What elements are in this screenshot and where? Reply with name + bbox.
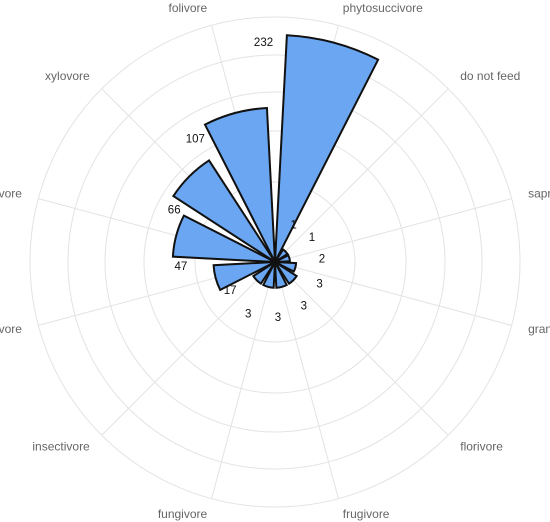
value-label: 47 [175,261,188,273]
category-label: radicivore [0,322,22,336]
category-label: nectarivore [0,186,22,200]
bar-insectivore [251,261,276,286]
category-label: xylovore [45,69,90,83]
category-label: do not feed [460,69,520,83]
category-label: granivore [528,322,550,336]
value-label: 232 [254,37,273,49]
category-label: phytosuccivore [343,1,423,15]
bar-phytosuccivore [274,34,380,263]
grid-spoke [274,261,512,326]
grid-spoke [274,261,449,436]
category-label: insectivore [32,439,90,453]
value-label: 66 [168,205,181,217]
bar-nectarivore [171,214,276,263]
grid-spoke [211,261,276,499]
bar-xylovore [172,159,276,263]
bar-florivore [274,261,299,286]
bar-radicivore [212,261,276,292]
bar-saprovore [274,253,291,263]
bar-folivore [203,106,276,263]
category-label: folivore [169,1,208,15]
value-label: 3 [301,300,307,312]
grid-spoke [274,198,512,263]
grid-ring [29,16,521,508]
grid-ring [104,91,446,433]
value-label: 3 [316,279,322,291]
value-label: 3 [245,309,251,321]
grid-spoke [274,261,339,499]
bar-layer [171,34,380,292]
value-label: 1 [290,220,296,232]
category-label: frugivore [343,507,390,521]
grid-spoke [274,88,449,263]
bar-fungivore [261,261,276,289]
grid-ring [194,181,356,343]
grid-layer [29,16,521,508]
grid-spoke [101,261,276,436]
category-label: fungivore [158,507,208,521]
grid-ring [67,54,483,470]
grid-ring [143,130,407,394]
value-label: 107 [186,133,205,145]
bar-do-not-feed [274,248,289,263]
category-label: saprovore [528,186,550,200]
value-label: 2 [319,254,325,266]
bar-frugivore [274,261,289,289]
value-label: 1 [309,232,315,244]
value-label: 17 [224,285,237,297]
category-label: florivore [460,439,503,453]
value-label: 3 [275,312,281,324]
